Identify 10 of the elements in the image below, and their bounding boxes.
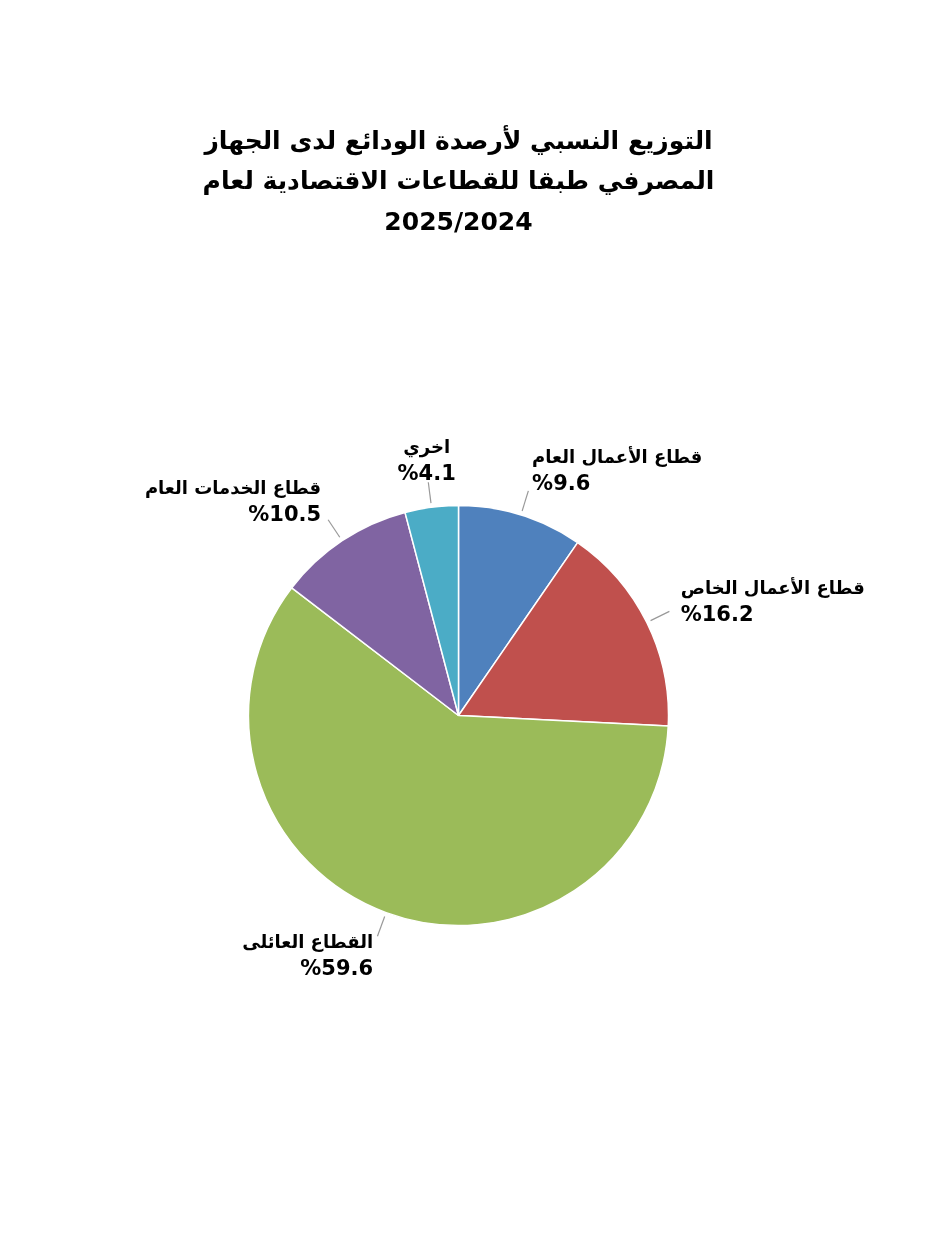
slice-label: القطاع العائلى (242, 931, 374, 952)
slice-label: قطاع الأعمال الخاص (680, 577, 865, 600)
slice-label: اخري (403, 436, 451, 459)
data-label: %10.5 (248, 502, 322, 527)
slice-label: قطاع الخدمات العام (144, 477, 322, 499)
data-label: %9.6 (532, 470, 591, 495)
slice-label: قطاع الأعمال العام (532, 445, 703, 467)
data-label: %16.2 (680, 602, 754, 627)
data-label: %4.1 (397, 461, 456, 486)
data-label: %59.6 (300, 956, 374, 980)
